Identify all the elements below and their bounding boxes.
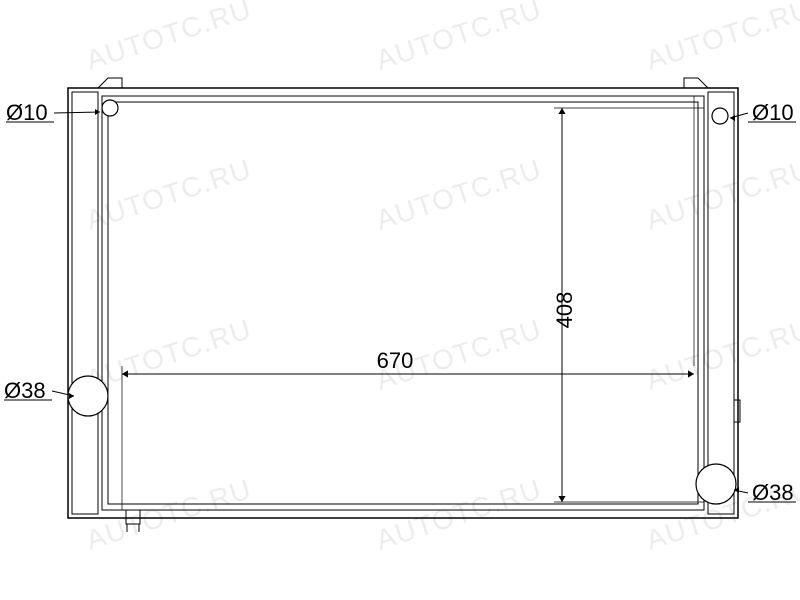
port-label-topRight: Ø10 <box>752 100 794 125</box>
watermark: AUTOTC.RU <box>372 0 545 76</box>
port-topRight <box>712 108 728 124</box>
watermark: AUTOTC.RU <box>372 153 545 236</box>
radiator-drawing: AUTOTC.RU AUTOTC.RU AUTOTC.RU AUTOTC.RU AUTO… <box>0 0 800 600</box>
watermark: AUTOTC.RU <box>372 473 545 556</box>
port-label-leftPipe: Ø38 <box>4 378 46 403</box>
watermark: AUTOTC.RU <box>642 0 800 76</box>
port-topLeft <box>102 100 118 116</box>
port-rightPipe <box>696 464 736 504</box>
dim-width: 670 <box>377 348 414 373</box>
port-label-rightPipe: Ø38 <box>752 480 794 505</box>
watermark: AUTOTC.RU <box>642 153 800 236</box>
watermark: AUTOTC.RU <box>642 313 800 396</box>
port-label-topLeft: Ø10 <box>6 100 48 125</box>
dim-height: 408 <box>552 292 577 329</box>
watermark: AUTOTC.RU <box>82 0 255 76</box>
